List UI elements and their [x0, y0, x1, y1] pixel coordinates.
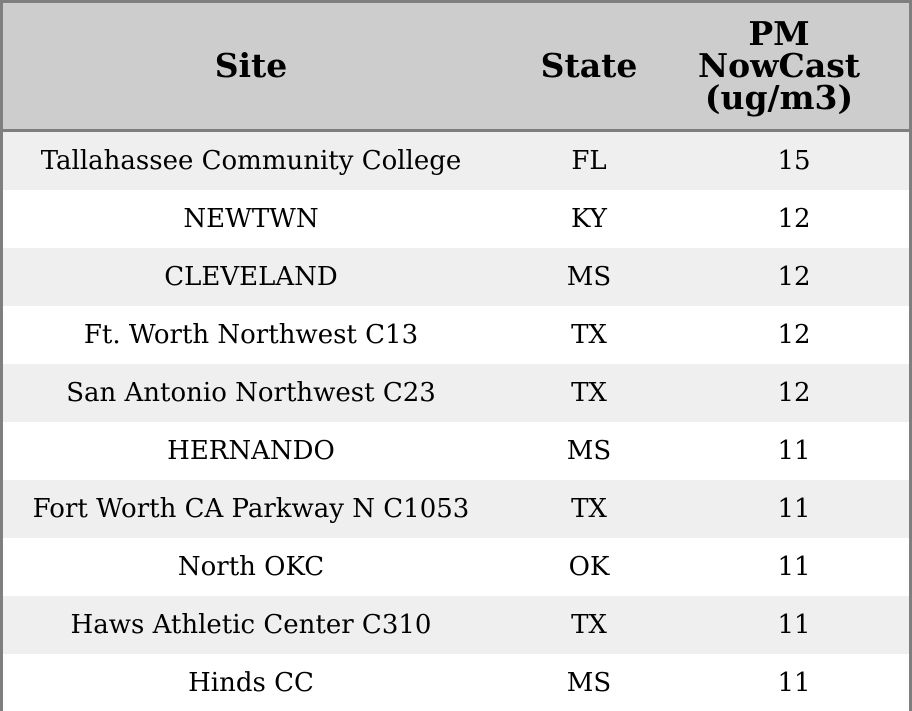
pm-nowcast-cell: 12 [777, 320, 811, 350]
table-row: Ft. Worth Northwest C13 TX 12 [3, 306, 909, 364]
pm-nowcast-cell: 11 [777, 552, 811, 582]
site-cell: North OKC [177, 552, 325, 582]
state-cell: OK [568, 552, 610, 582]
state-cell: TX [571, 610, 607, 640]
pm-nowcast-cell: 12 [777, 378, 811, 408]
state-cell: MS [566, 668, 612, 698]
site-cell: HERNANDO [167, 436, 335, 466]
table-row: HERNANDO MS 11 [3, 422, 909, 480]
table-body: Tallahassee Community College FL 15 NEWTWN K… [3, 132, 909, 711]
state-cell: TX [571, 378, 607, 408]
state-cell: TX [571, 494, 607, 524]
site-cell: Haws Athletic Center C310 [70, 610, 432, 640]
pm-nowcast-cell: 12 [777, 262, 811, 292]
table-header-row: Site State PM NowCast (ug/m3) [3, 3, 909, 132]
pm-nowcast-cell: 11 [777, 610, 811, 640]
table-row: NEWTWN KY 12 [3, 190, 909, 248]
state-cell: FL [571, 146, 607, 176]
state-cell: MS [566, 262, 612, 292]
state-cell: TX [571, 320, 607, 350]
column-header-state: State [540, 46, 638, 85]
column-header-pm-nowcast: PM NowCast (ug/m3) [697, 14, 861, 117]
site-cell: Hinds CC [188, 668, 314, 698]
pm-nowcast-cell: 15 [777, 146, 811, 176]
table-row: CLEVELAND MS 12 [3, 248, 909, 306]
pm-nowcast-cell: 11 [777, 668, 811, 698]
state-cell: KY [571, 204, 607, 234]
table-row: Hinds CC MS 11 [3, 654, 909, 711]
pm-nowcast-cell: 11 [777, 494, 811, 524]
site-cell: NEWTWN [183, 204, 319, 234]
state-cell: MS [566, 436, 612, 466]
site-cell: Fort Worth CA Parkway N C1053 [32, 494, 470, 524]
table-row: North OKC OK 11 [3, 538, 909, 596]
site-cell: Tallahassee Community College [40, 146, 462, 176]
pm-nowcast-cell: 11 [777, 436, 811, 466]
site-cell: Ft. Worth Northwest C13 [83, 320, 419, 350]
site-cell: CLEVELAND [164, 262, 338, 292]
table-row: Fort Worth CA Parkway N C1053 TX 11 [3, 480, 909, 538]
table-row: San Antonio Northwest C23 TX 12 [3, 364, 909, 422]
pm-nowcast-cell: 12 [777, 204, 811, 234]
column-header-site: Site [214, 46, 288, 85]
table-row: Haws Athletic Center C310 TX 11 [3, 596, 909, 654]
table-row: Tallahassee Community College FL 15 [3, 132, 909, 190]
site-cell: San Antonio Northwest C23 [66, 378, 436, 408]
